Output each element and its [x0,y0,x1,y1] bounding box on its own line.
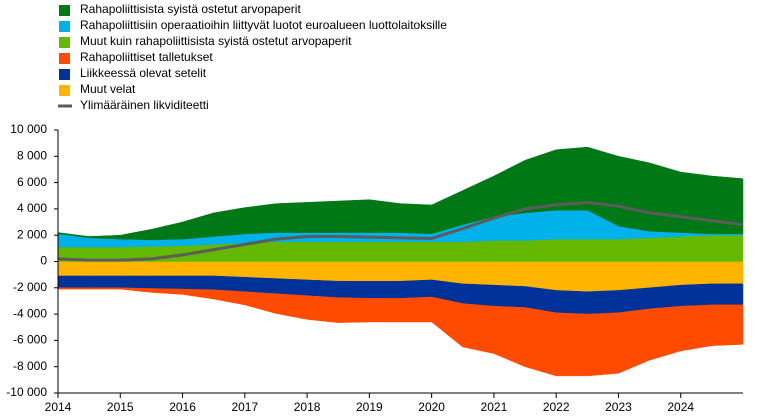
legend-swatch [59,5,70,16]
legend-item: Ylimääräinen likviditeetti [58,98,209,112]
legend-label: Muut kuin rahapoliittisista syistä ostet… [80,34,352,48]
x-tick-label: 2015 [107,400,134,414]
x-tick-label: 2016 [169,400,196,414]
y-tick-label: 10 000 [10,122,47,136]
legend-item: Rahapoliittisista syistä ostetut arvopap… [59,2,301,16]
y-tick-label: -4 000 [13,306,47,320]
legend-item: Rahapoliittisiin operaatioihin liittyvät… [59,18,447,32]
legend-label: Rahapoliittisiin operaatioihin liittyvät… [80,18,447,32]
legend-label: Liikkeessä olevat setelit [80,66,207,80]
y-tick-label: -8 000 [13,359,47,373]
legend-swatch [59,53,70,64]
x-tick-label: 2022 [543,400,570,414]
y-tick-label: 0 [40,254,47,268]
legend-swatch [59,69,70,80]
legend-swatch [59,21,70,32]
x-tick-label: 2014 [45,400,72,414]
line [57,200,744,262]
legend-label: Rahapoliittisista syistä ostetut arvopap… [80,2,301,16]
y-tick-label: 8 000 [17,148,47,162]
legend-item: Muut velat [59,82,136,96]
x-tick-label: 2019 [356,400,383,414]
x-tick-label: 2020 [418,400,445,414]
y-tick-label: 2 000 [17,227,47,241]
x-tick-label: 2023 [605,400,632,414]
x-tick-label: 2017 [231,400,258,414]
area [57,146,744,241]
y-tick-label: -6 000 [13,333,47,347]
y-tick-label: -2 000 [13,280,47,294]
y-tick-label: 6 000 [17,175,47,189]
x-tick-label: 2021 [481,400,508,414]
legend-label: Rahapoliittiset talletukset [80,50,213,64]
legend-swatch [59,37,70,48]
legend-label: Muut velat [80,82,136,96]
legend-label: Ylimääräinen likviditeetti [80,98,209,112]
y-tick-label: 4 000 [17,201,47,215]
legend-item: Liikkeessä olevat setelit [59,66,207,80]
legend-item: Muut kuin rahapoliittisista syistä ostet… [59,34,352,48]
x-tick-label: 2018 [294,400,321,414]
legend-item: Rahapoliittiset talletukset [59,50,213,64]
area [57,287,744,377]
legend-swatch [59,85,70,96]
y-tick-label: -10 000 [6,385,47,399]
x-tick-label: 2024 [667,400,694,414]
